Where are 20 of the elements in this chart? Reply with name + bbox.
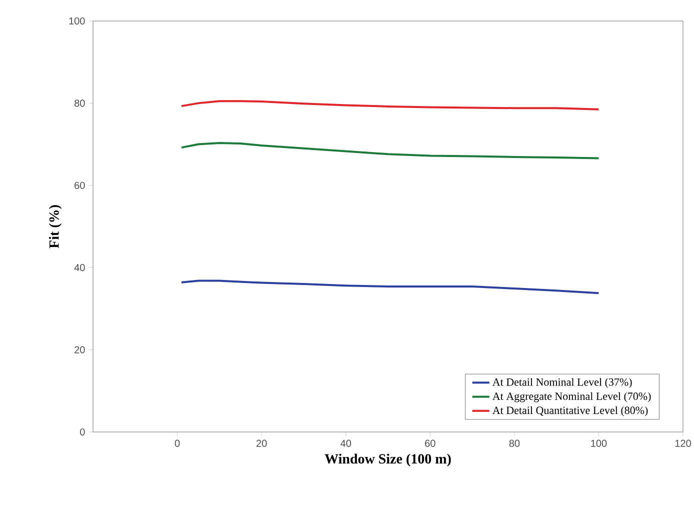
x-tick-label: 0 (174, 440, 180, 447)
legend-label: At Detail Quantitative Level (80%) (492, 406, 648, 416)
line-series (180, 142, 600, 160)
legend-label: At Aggregate Nominal Level (70%) (492, 392, 651, 402)
y-tick-label: 80 (74, 100, 85, 107)
x-tick-label: 60 (425, 440, 436, 447)
x-tick-label: 120 (675, 440, 691, 447)
legend-label: At Detail Nominal Level (37%) (492, 378, 632, 388)
x-tick-label: 20 (256, 440, 267, 447)
y-tick-label: 0 (80, 428, 85, 436)
y-tick-label: 100 (69, 17, 85, 25)
y-tick-label: 60 (74, 182, 85, 189)
line-series (180, 100, 600, 110)
x-tick-label: 80 (509, 440, 520, 447)
x-tick-label: 40 (340, 440, 352, 447)
y-axis-title: Fit (%) (48, 205, 62, 248)
y-tick-label: 20 (74, 346, 85, 354)
x-axis-title: Window Size (100 m) (324, 454, 451, 466)
x-tick-label: 100 (591, 440, 607, 447)
y-tick-label: 40 (74, 264, 85, 272)
